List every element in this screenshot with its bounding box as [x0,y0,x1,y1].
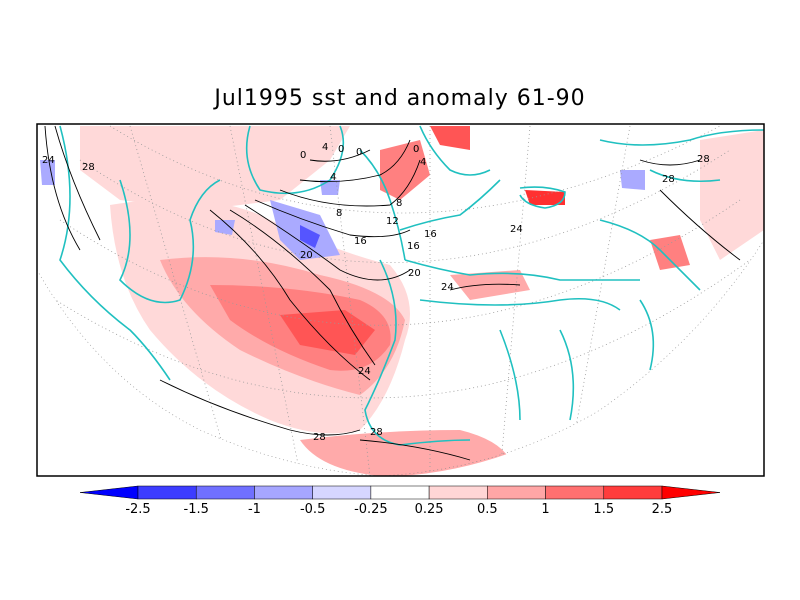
contour-label: 4 [420,157,426,168]
colorbar: -2.5 -1.5 -1 -0.5 -0.25 0.25 0.5 1 1.5 2.5 [79,485,721,517]
contour-label: 0 [300,150,306,161]
anomaly-region-caspian-sea [525,190,565,205]
colorbar-arrow-high [661,485,721,500]
anomaly-region-gulf-guinea [300,430,510,476]
anomaly-region-barents-sea [430,126,470,150]
map-frame [36,123,765,477]
colorbar-tick-label: -1.5 [184,502,209,517]
map-title: Jul1995 sst and anomaly 61-90 [214,86,586,111]
contour-label: 0 [356,147,362,158]
contour-label: 28 [313,432,326,443]
colorbar-swatch [312,485,372,500]
anomaly-region-east-warm [700,130,764,260]
contour-labels: 24 28 0 4 0 0 4 8 12 8 0 4 16 16 20 16 2… [42,142,710,443]
anomaly-region-labrador-cold [215,220,235,235]
contour-label: 24 [358,366,371,377]
colorbar-swatch [254,485,313,500]
coastlines [59,125,764,446]
contour-label: 16 [424,229,437,240]
contour-label: 0 [338,144,344,155]
anomaly-region-azores-peak [280,310,375,355]
anomaly-region-aral-cold [620,170,645,190]
outside-projection-right [400,240,764,476]
colorbar-tick-label: -1 [248,502,261,517]
colorbar-tick-label: 0.5 [477,502,498,517]
contour-label: 20 [300,250,313,261]
contour-label: 4 [322,142,328,153]
colorbar-tick-label: 1 [541,502,549,517]
contour-label: 20 [408,268,421,279]
colorbar-arrow-low [79,485,139,500]
contour-label: 8 [396,198,402,209]
colorbar-swatch [195,485,255,500]
colorbar-swatch [370,485,430,500]
outside-projection-left [37,270,380,476]
contour-label: 28 [662,174,675,185]
contour-label: 0 [413,144,419,155]
contour-label: 4 [330,172,336,183]
colorbar-swatch [603,485,663,500]
anomaly-region-newfoundland-core [300,225,320,248]
anomaly-region-north-atlantic-light [80,126,350,210]
contour-label: 16 [407,241,420,252]
colorbar-swatch [137,485,197,500]
contour-label: 24 [510,224,523,235]
colorbar-swatch [487,485,546,500]
anomaly-region-norwegian-sea [380,140,430,200]
colorbar-tick-label: -0.5 [300,502,325,517]
colorbar-swatch [428,485,488,500]
anomaly-region-mediterranean [450,270,530,300]
contour-label: 28 [697,154,710,165]
contour-label: 28 [82,162,95,173]
contour-label: 28 [370,427,383,438]
colorbar-swatch [545,485,605,500]
colorbar-tick-label: 1.5 [593,502,614,517]
colorbar-tick-label: 0.25 [415,502,444,517]
colorbar-tick-label: 2.5 [652,502,673,517]
contour-label: 24 [441,282,454,293]
contour-label: 24 [42,155,55,166]
colorbar-tick-label: -0.25 [354,502,388,517]
anomaly-shading [40,126,764,476]
contour-label: 12 [386,216,399,227]
contour-label: 16 [354,236,367,247]
colorbar-tick-label: -2.5 [125,502,150,517]
sst-contours [44,125,741,461]
anomaly-region-persian-gulf [650,235,690,270]
contour-label: 8 [336,208,342,219]
anomaly-region-west-cold [40,160,55,185]
graticule [39,125,751,476]
